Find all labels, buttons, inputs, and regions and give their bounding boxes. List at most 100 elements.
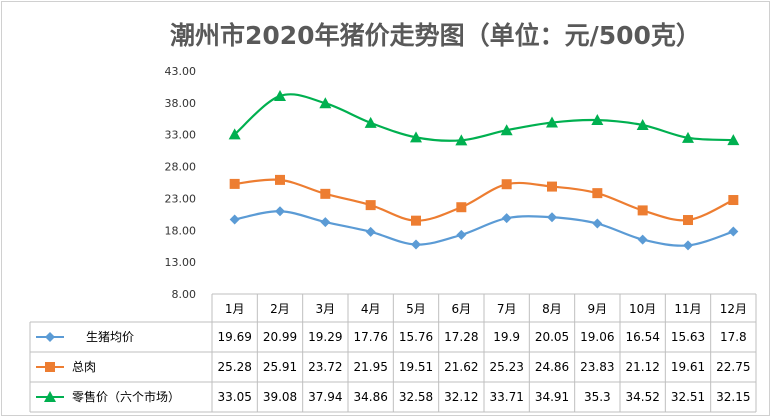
table-cell: 17.28 bbox=[444, 330, 478, 344]
data-point bbox=[637, 205, 648, 216]
data-point bbox=[410, 131, 422, 143]
table-cell: 34.91 bbox=[535, 390, 569, 404]
series-1 bbox=[229, 206, 739, 251]
data-point bbox=[592, 188, 603, 199]
data-point bbox=[320, 217, 331, 228]
y-tick-label: 43.00 bbox=[165, 65, 197, 78]
data-point bbox=[501, 179, 512, 190]
data-point bbox=[274, 89, 286, 101]
x-tick-label: 3月 bbox=[316, 302, 336, 316]
table-cell: 24.86 bbox=[535, 360, 569, 374]
y-tick-label: 8.00 bbox=[172, 288, 197, 301]
x-tick-label: 4月 bbox=[361, 302, 381, 316]
x-tick-label: 8月 bbox=[542, 302, 562, 316]
x-tick-label: 7月 bbox=[497, 302, 517, 316]
table-cell: 15.76 bbox=[399, 330, 433, 344]
data-point bbox=[547, 212, 557, 223]
legend-entry: 生猪均价 bbox=[36, 330, 134, 344]
table-cell: 25.23 bbox=[489, 360, 523, 374]
series-line bbox=[234, 178, 734, 222]
data-point bbox=[546, 116, 558, 128]
data-point bbox=[320, 188, 331, 199]
table-cell: 32.15 bbox=[716, 390, 750, 404]
series-layer bbox=[228, 89, 740, 251]
axes: 8.00 13.00 18.00 23.00 28.00 33.00 38.00 43.00 bbox=[165, 65, 197, 301]
data-point bbox=[728, 226, 739, 237]
x-tick-label: 11月 bbox=[674, 302, 701, 316]
x-tick-label: 12月 bbox=[720, 302, 747, 316]
table-cell: 21.62 bbox=[444, 360, 478, 374]
data-point bbox=[456, 229, 467, 240]
y-tick-label: 23.00 bbox=[165, 192, 197, 205]
data-point bbox=[683, 215, 693, 226]
legend-entry: 零售价（六个市场） bbox=[36, 389, 180, 404]
table-cell: 32.12 bbox=[444, 390, 478, 404]
data-point bbox=[456, 202, 467, 213]
table-cell: 25.91 bbox=[263, 360, 297, 374]
table-cell: 19.9 bbox=[493, 330, 520, 344]
legend-label: 总肉 bbox=[72, 360, 96, 374]
table-cell: 25.28 bbox=[217, 360, 251, 374]
table-cell: 35.3 bbox=[584, 390, 611, 404]
table-cell: 32.58 bbox=[399, 390, 433, 404]
table-cell: 17.8 bbox=[720, 330, 747, 344]
series-2 bbox=[229, 174, 739, 226]
table-cell: 23.72 bbox=[308, 360, 342, 374]
table-cell: 32.51 bbox=[671, 390, 705, 404]
data-point bbox=[500, 124, 513, 136]
table-cell: 15.63 bbox=[671, 330, 705, 344]
legend-entry: 总肉 bbox=[36, 360, 96, 374]
series-3 bbox=[228, 89, 740, 146]
table-cell: 19.69 bbox=[217, 330, 251, 344]
data-point bbox=[45, 332, 55, 342]
table-cell: 19.06 bbox=[580, 330, 614, 344]
table-cell: 37.94 bbox=[308, 390, 342, 404]
table-cell: 20.99 bbox=[263, 330, 297, 344]
legend-label: 零售价（六个市场） bbox=[72, 389, 180, 404]
data-point bbox=[228, 128, 241, 140]
data-point bbox=[636, 119, 649, 131]
table-cell: 39.08 bbox=[263, 390, 297, 404]
data-point bbox=[501, 213, 512, 224]
series-line bbox=[233, 93, 734, 142]
data-point bbox=[319, 97, 332, 109]
data-point bbox=[229, 214, 240, 225]
data-point bbox=[637, 234, 648, 245]
data-point bbox=[364, 116, 377, 128]
y-tick-label: 28.00 bbox=[165, 161, 197, 174]
table-cell: 19.61 bbox=[671, 360, 705, 374]
table-cell: 17.76 bbox=[353, 330, 387, 344]
x-tick-label: 10月 bbox=[629, 302, 656, 316]
data-point bbox=[275, 174, 285, 185]
table-cell: 34.52 bbox=[625, 390, 659, 404]
x-tick-label: 1月 bbox=[225, 302, 245, 316]
data-point bbox=[547, 181, 557, 192]
y-tick-label: 18.00 bbox=[165, 224, 197, 237]
x-tick-label: 5月 bbox=[406, 302, 426, 316]
chart-title: 潮州市2020年猪价走势图（单位：元/500克） bbox=[170, 21, 701, 50]
data-point bbox=[455, 134, 468, 146]
table-cell: 19.29 bbox=[308, 330, 342, 344]
table-cell: 34.86 bbox=[353, 390, 387, 404]
table-cell: 33.71 bbox=[489, 390, 523, 404]
y-tick-label: 13.00 bbox=[165, 256, 197, 269]
legend-label: 生猪均价 bbox=[86, 330, 134, 344]
data-point bbox=[592, 218, 603, 229]
data-point bbox=[44, 391, 56, 402]
data-point bbox=[365, 200, 376, 211]
x-tick-label: 6月 bbox=[452, 302, 472, 316]
data-point bbox=[682, 131, 694, 143]
data-point bbox=[365, 226, 376, 237]
table-cell: 19.51 bbox=[399, 360, 433, 374]
table-cell: 22.75 bbox=[716, 360, 750, 374]
table-cell: 21.95 bbox=[353, 360, 387, 374]
data-point bbox=[275, 206, 285, 217]
data-point bbox=[411, 239, 421, 250]
data-point bbox=[591, 114, 604, 126]
y-tick-label: 38.00 bbox=[165, 97, 197, 110]
table-cell: 16.54 bbox=[625, 330, 659, 344]
table-cell: 20.05 bbox=[535, 330, 569, 344]
